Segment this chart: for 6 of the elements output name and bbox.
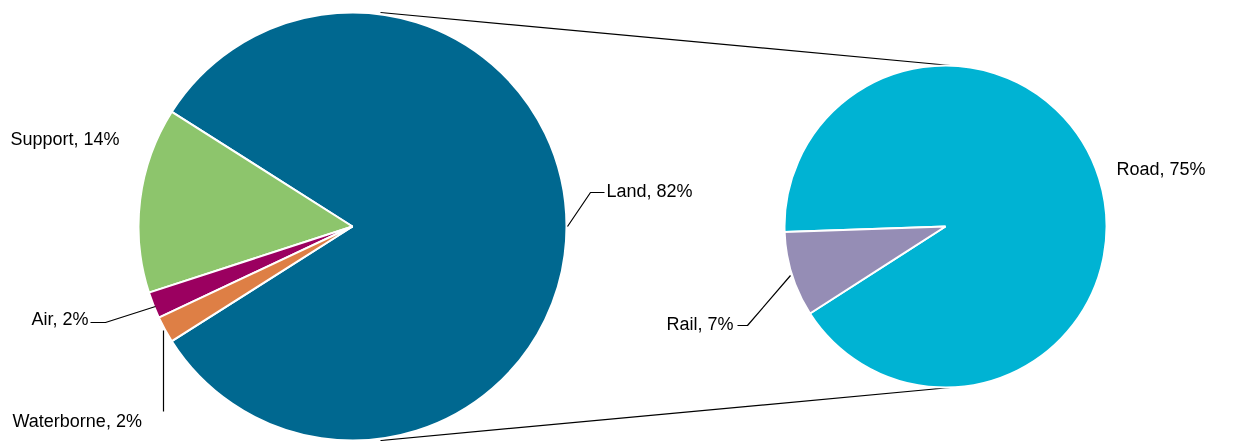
slice-label: Support, 14% [10,128,120,149]
slice-label: Air, 2% [31,308,89,329]
slice-label: Land, 82% [606,180,693,201]
slice-label: Waterborne, 2% [12,410,142,431]
slice-label: Road, 75% [1116,158,1206,179]
slice-label: Rail, 7% [666,313,734,334]
